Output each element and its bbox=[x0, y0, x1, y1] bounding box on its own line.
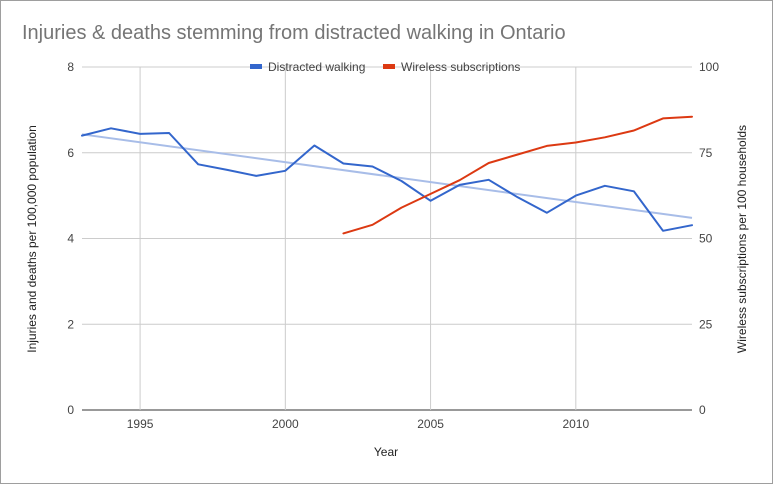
y-left-tick-label: 4 bbox=[67, 232, 74, 246]
grid bbox=[82, 66, 692, 411]
y-right-tick-label: 75 bbox=[699, 146, 713, 160]
series-line-distracted-walking bbox=[81, 127, 693, 232]
legend-label-wireless-subscriptions: Wireless subscriptions bbox=[401, 60, 520, 74]
trendline-group bbox=[81, 133, 693, 219]
y-axis-left-title: Injuries and deaths per 100,000 populati… bbox=[25, 125, 39, 353]
series-line-wireless-subscriptions bbox=[342, 115, 693, 235]
legend-swatch-distracted-walking bbox=[250, 64, 262, 69]
legend: Distracted walking Wireless subscription… bbox=[250, 60, 520, 74]
y-right-tick-label: 100 bbox=[699, 60, 719, 74]
y-left-tick-label: 8 bbox=[67, 60, 74, 74]
trendline-distracted-walking bbox=[81, 133, 693, 219]
y-axis-right-title: Wireless subscriptions per 100 household… bbox=[735, 125, 749, 353]
chart-title: Injuries & deaths stemming from distract… bbox=[22, 22, 566, 44]
series-lines bbox=[81, 115, 693, 235]
legend-swatch-wireless-subscriptions bbox=[383, 64, 395, 69]
tick-labels: 0 2 4 6 8 0 25 50 75 100 1995 2000 2005 2010 bbox=[67, 60, 719, 431]
y-left-tick-label: 6 bbox=[67, 146, 74, 160]
y-right-tick-label: 25 bbox=[699, 317, 713, 331]
y-right-tick-label: 0 bbox=[699, 403, 706, 417]
y-left-tick-label: 2 bbox=[67, 317, 74, 331]
x-tick-label: 2000 bbox=[272, 417, 299, 431]
legend-label-distracted-walking: Distracted walking bbox=[268, 60, 365, 74]
x-axis-title: Year bbox=[374, 445, 398, 459]
x-tick-label: 1995 bbox=[127, 417, 154, 431]
x-tick-label: 2010 bbox=[562, 417, 589, 431]
x-tick-label: 2005 bbox=[417, 417, 444, 431]
y-left-tick-label: 0 bbox=[67, 403, 74, 417]
y-right-tick-label: 50 bbox=[699, 232, 713, 246]
